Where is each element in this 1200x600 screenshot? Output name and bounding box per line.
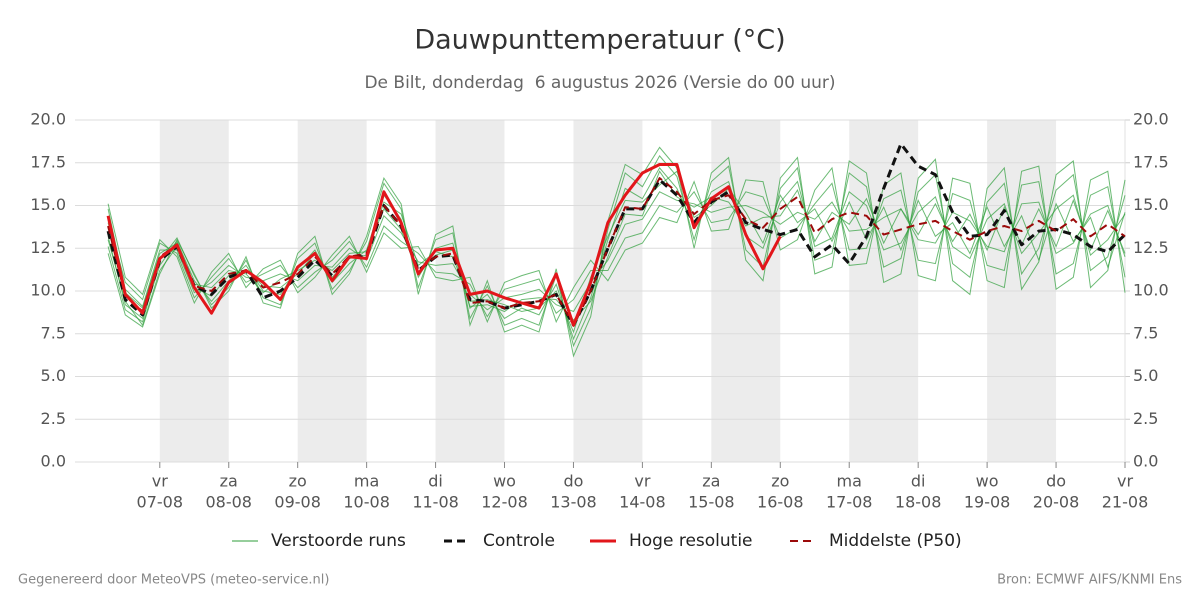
series-line [106,163,782,327]
ensemble-line [107,146,1126,358]
legend-label: Middelste (P50) [829,531,962,551]
x-tick-weekday: vr [1117,472,1133,491]
x-tick-label: 18-08 [895,493,942,512]
x-tick-label: 20-08 [1033,493,1080,512]
ensemble-line [107,165,1126,324]
x-tick-label: 14-08 [619,493,666,512]
y-tick-label: 2.5 [41,409,66,428]
ensemble-line [107,155,1126,348]
x-tick-label: 08-08 [205,493,252,512]
legend-label: Verstoorde runs [271,531,406,551]
ensemble-line [107,191,1126,313]
y2-tick-label: 20.0 [1133,110,1169,129]
chart-title: Dauwpunttemperatuur (°C) [414,25,785,56]
x-tick-weekday: za [702,472,720,491]
ensemble-line [107,181,1126,318]
x-tick-weekday: di [428,472,443,491]
y-tick-label: 17.5 [30,152,66,171]
x-tick-weekday: vr [152,472,168,491]
x-tick-weekday: ma [354,472,379,491]
y-tick-label: 7.5 [41,323,66,342]
y2-tick-label: 15.0 [1133,195,1169,214]
x-tick-weekday: wo [493,472,516,491]
ensemble-line [107,170,1126,334]
x-tick-label: 11-08 [412,493,459,512]
ensemble-line [107,167,1126,341]
y2-tick-label: 7.5 [1133,323,1158,342]
x-tick-weekday: za [220,472,238,491]
footer-right: Bron: ECMWF AIFS/KNMI Ens [997,573,1182,588]
chart-subtitle: De Bilt, donderdag 6 augustus 2026 (Vers… [364,73,835,93]
y2-tick-label: 12.5 [1133,238,1169,257]
x-tick-weekday: do [563,472,583,491]
x-tick-label: 19-08 [964,493,1011,512]
y2-tick-label: 17.5 [1133,152,1169,171]
legend-label: Hoge resolutie [629,531,753,551]
y-tick-label: 12.5 [30,238,66,257]
x-tick-label: 09-08 [274,493,321,512]
x-tick-weekday: di [911,472,926,491]
y-tick-label: 20.0 [30,110,66,129]
series-line [107,177,1126,327]
x-tick-weekday: zo [289,472,307,491]
y2-tick-label: 2.5 [1133,409,1158,428]
legend-label: Controle [483,531,555,551]
y-tick-label: 0.0 [41,452,66,471]
x-tick-label: 13-08 [550,493,597,512]
x-tick-label: 15-08 [688,493,735,512]
y2-tick-label: 10.0 [1133,281,1169,300]
ensemble-line [107,170,1126,321]
x-tick-weekday: zo [771,472,789,491]
x-tick-weekday: vr [634,472,650,491]
x-tick-label: 10-08 [343,493,390,512]
x-tick-label: 07-08 [137,493,184,512]
y2-tick-label: 5.0 [1133,366,1158,385]
x-tick-label: 17-08 [826,493,873,512]
footer-left: Gegenereerd door MeteoVPS (meteo-service… [18,573,329,588]
x-tick-label: 12-08 [481,493,528,512]
x-tick-label: 16-08 [757,493,804,512]
y2-tick-label: 0.0 [1133,452,1158,471]
y-tick-label: 5.0 [41,366,66,385]
y-tick-label: 10.0 [30,281,66,300]
x-tick-weekday: wo [976,472,999,491]
x-tick-label: 21-08 [1102,493,1149,512]
y-tick-label: 15.0 [30,195,66,214]
x-tick-weekday: do [1046,472,1066,491]
x-tick-weekday: ma [837,472,862,491]
